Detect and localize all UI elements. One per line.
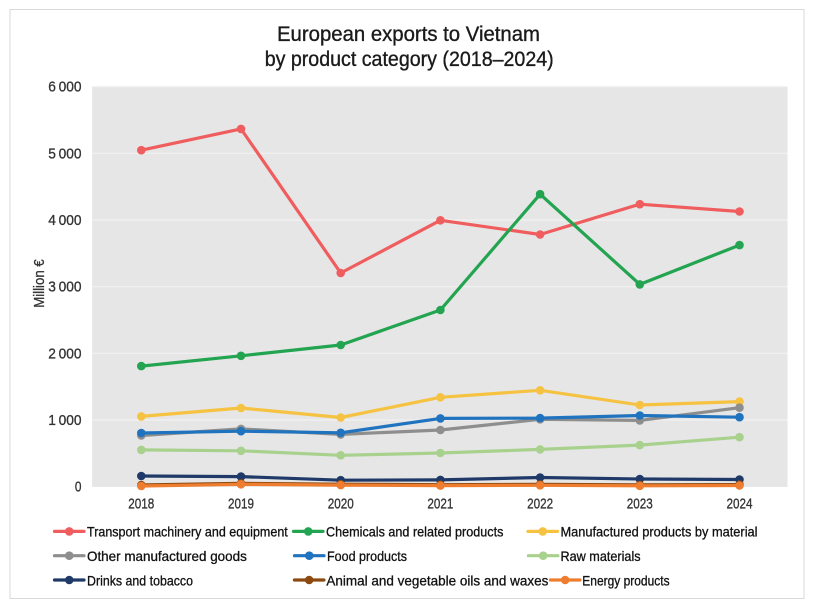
svg-text:2 000: 2 000 xyxy=(48,346,81,362)
svg-text:Transport machinery and equipm: Transport machinery and equipment xyxy=(87,524,288,540)
svg-text:0: 0 xyxy=(75,480,82,496)
svg-text:3 000: 3 000 xyxy=(48,280,81,296)
svg-text:Animal and vegetable oils and: Animal and vegetable oils and waxes xyxy=(326,572,548,588)
svg-text:Drinks and tobacco: Drinks and tobacco xyxy=(87,572,193,588)
svg-text:5 000: 5 000 xyxy=(48,146,81,162)
svg-text:Raw materials: Raw materials xyxy=(561,548,641,564)
svg-text:1 000: 1 000 xyxy=(48,413,81,429)
svg-text:Manufactured products by mater: Manufactured products by material xyxy=(561,524,758,540)
svg-text:Food products: Food products xyxy=(327,548,407,564)
svg-text:Energy products: Energy products xyxy=(582,572,669,588)
svg-text:Other manufactured goods: Other manufactured goods xyxy=(87,548,247,564)
svg-text:4 000: 4 000 xyxy=(48,213,81,229)
svg-text:2023: 2023 xyxy=(627,497,653,513)
svg-text:2019: 2019 xyxy=(228,497,254,513)
svg-text:6 000: 6 000 xyxy=(48,80,81,96)
svg-text:2021: 2021 xyxy=(427,497,453,513)
svg-text:by product category (2018–2024: by product category (2018–2024) xyxy=(265,48,554,71)
svg-text:2020: 2020 xyxy=(328,497,354,513)
svg-text:2022: 2022 xyxy=(527,497,553,513)
svg-text:European exports to Vietnam: European exports to Vietnam xyxy=(277,23,540,46)
svg-text:2024: 2024 xyxy=(727,497,753,513)
svg-text:Chemicals and related products: Chemicals and related products xyxy=(326,524,503,540)
svg-text:Million €: Million € xyxy=(32,259,48,308)
svg-text:2018: 2018 xyxy=(128,497,154,513)
